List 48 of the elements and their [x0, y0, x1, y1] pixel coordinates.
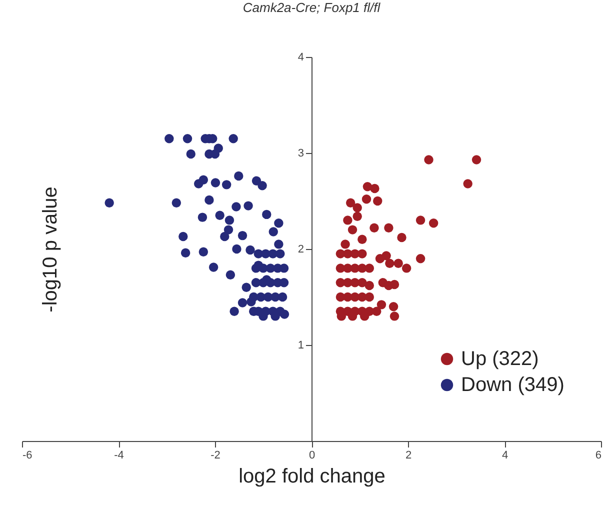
point [390, 312, 400, 321]
point [376, 300, 386, 310]
point [348, 225, 358, 234]
y-tick-label: 3 [298, 148, 304, 160]
point [384, 280, 394, 290]
point [340, 240, 350, 249]
point [472, 155, 482, 164]
point [370, 223, 379, 232]
x-tick-label: -2 [210, 450, 220, 462]
point [402, 264, 412, 273]
y-tick-label: 1 [298, 340, 304, 352]
legend-label: Up (322) [461, 348, 539, 370]
y-tick-label: 4 [298, 52, 304, 64]
point [352, 203, 362, 212]
point [364, 292, 374, 302]
chart-title: Camk2a-Cre; Foxp1 fl/fl [242, 0, 382, 15]
point [364, 280, 374, 290]
point [358, 234, 367, 244]
point [416, 254, 426, 264]
y-axis-title: -log10 p value [40, 186, 62, 312]
point [364, 264, 374, 273]
point [397, 232, 406, 242]
x-tick-label: -6 [22, 450, 32, 462]
x-tick-label: 6 [595, 450, 602, 462]
x-tick-label: 0 [308, 450, 316, 462]
x-tick-label: 4 [502, 450, 508, 462]
x-tick-label: -4 [114, 450, 124, 462]
point [463, 179, 472, 188]
point [416, 216, 426, 225]
point [358, 278, 367, 288]
point [388, 302, 398, 312]
point [372, 196, 382, 206]
point [384, 223, 394, 232]
point [370, 184, 380, 194]
point [352, 212, 362, 221]
legend-label: Down (349) [461, 374, 564, 396]
point [424, 155, 434, 164]
y-tick-label: 2 [298, 244, 304, 256]
point [343, 216, 352, 225]
point [358, 249, 367, 258]
x-axis-title: log2 fold change [238, 466, 386, 488]
point [375, 254, 385, 264]
point [362, 194, 372, 204]
point [346, 198, 356, 208]
x-tick-label: 2 [405, 450, 412, 462]
point [428, 218, 438, 228]
point [394, 258, 403, 268]
point [385, 258, 394, 268]
